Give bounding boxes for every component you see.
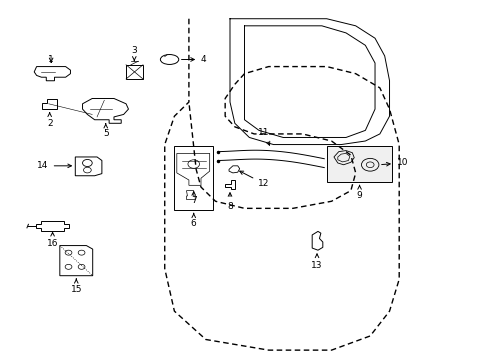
Text: 11: 11 xyxy=(258,128,269,145)
Text: 2: 2 xyxy=(47,113,52,128)
Text: 7: 7 xyxy=(190,192,196,205)
Text: 8: 8 xyxy=(226,193,232,211)
Text: 16: 16 xyxy=(47,233,58,248)
Text: 9: 9 xyxy=(356,185,362,201)
Text: 4: 4 xyxy=(181,55,206,64)
Text: 12: 12 xyxy=(239,171,269,188)
Text: 1: 1 xyxy=(48,55,54,64)
Text: 13: 13 xyxy=(311,254,322,270)
Text: 15: 15 xyxy=(70,279,82,294)
Text: 5: 5 xyxy=(102,124,108,139)
Text: 3: 3 xyxy=(131,46,137,61)
Text: 10: 10 xyxy=(381,158,407,167)
Text: 6: 6 xyxy=(190,213,196,228)
Bar xyxy=(174,146,213,210)
Text: 14: 14 xyxy=(37,161,71,170)
Bar xyxy=(326,146,391,182)
